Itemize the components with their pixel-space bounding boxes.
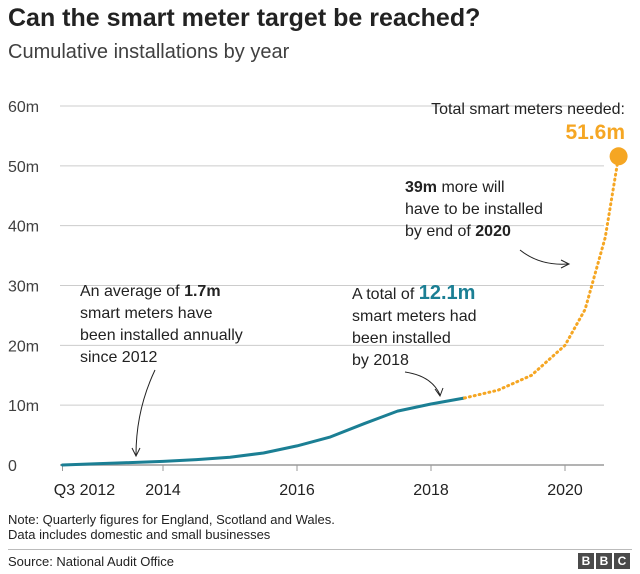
average-annotation-line2: smart meters have <box>80 305 213 322</box>
average-arrow <box>135 369 156 456</box>
total-annotation-line3: been installed <box>352 330 451 347</box>
x-tick-label: 2016 <box>279 482 315 499</box>
more-annotation-line3: by end of 2020 <box>405 223 511 240</box>
bbc-logo-letter: B <box>578 553 594 569</box>
y-tick-label: 30m <box>8 279 39 296</box>
more-text3: by end of <box>405 223 475 240</box>
more-annotation-line2: have to be installed <box>405 201 543 218</box>
chart-plot: 0 10m 20m 30m 40m 50m 60m Q3 2012 2014 2016 2018 2… <box>8 99 628 499</box>
gridlines <box>60 105 604 406</box>
average-annotation-line1: An average of 1.7m <box>80 283 221 300</box>
bbc-logo-letter: B <box>596 553 612 569</box>
chart-title: Can the smart meter target be reached? <box>8 4 481 32</box>
more-arrowhead <box>560 259 571 269</box>
x-tick-label: 2018 <box>413 482 449 499</box>
y-tick-label: 60m <box>8 99 39 116</box>
y-tick-label: 40m <box>8 219 39 236</box>
average-annotation-line3: been installed annually <box>80 327 243 344</box>
more-annotation-line1: 39m more will <box>405 179 505 196</box>
total-arrowhead <box>434 387 444 398</box>
source-text: Source: National Audit Office <box>8 554 174 569</box>
projected-series-line <box>463 154 621 400</box>
total-annotation-line4: by 2018 <box>352 352 409 369</box>
x-axis-ticks <box>62 465 566 471</box>
series-layer <box>61 147 628 467</box>
actual-series-line <box>61 396 466 467</box>
y-tick-label: 20m <box>8 338 39 355</box>
total-arrow <box>404 371 441 396</box>
x-tick-label: 2014 <box>145 482 181 499</box>
bbc-logo: B B C <box>578 553 630 569</box>
target-point <box>609 147 628 166</box>
average-text: An average of <box>80 283 184 300</box>
total-annotation-line2: smart meters had <box>352 308 476 325</box>
chart-subtitle: Cumulative installations by year <box>8 41 290 63</box>
target-value: 51.6m <box>565 121 625 144</box>
more-text: more will <box>437 179 505 196</box>
note-line-1: Note: Quarterly figures for England, Sco… <box>8 512 335 527</box>
y-tick-label: 50m <box>8 159 39 176</box>
x-tick-label: 2020 <box>547 482 583 499</box>
bbc-logo-letter: C <box>614 553 630 569</box>
more-bold-year: 2020 <box>475 223 511 240</box>
x-tick-label: Q3 2012 <box>54 482 115 499</box>
total-annotation-line1: A total of 12.1m <box>352 282 475 304</box>
average-arrowhead <box>131 447 141 458</box>
more-bold-value: 39m <box>405 179 437 196</box>
y-tick-label: 0 <box>8 458 17 475</box>
y-tick-label: 10m <box>8 398 39 415</box>
footer-divider <box>8 549 632 550</box>
average-annotation-line4: since 2012 <box>80 349 157 366</box>
y-axis-labels: 0 10m 20m 30m 40m 50m 60m <box>8 99 39 475</box>
total-text: A total of <box>352 286 419 303</box>
total-value: 12.1m <box>419 282 476 304</box>
note-line-2: Data includes domestic and small busines… <box>8 527 271 542</box>
target-label: Total smart meters needed: <box>431 101 625 118</box>
x-axis-labels: Q3 2012 2014 2016 2018 2020 <box>54 482 583 499</box>
average-bold-value: 1.7m <box>184 283 220 300</box>
more-arrow <box>519 249 569 265</box>
